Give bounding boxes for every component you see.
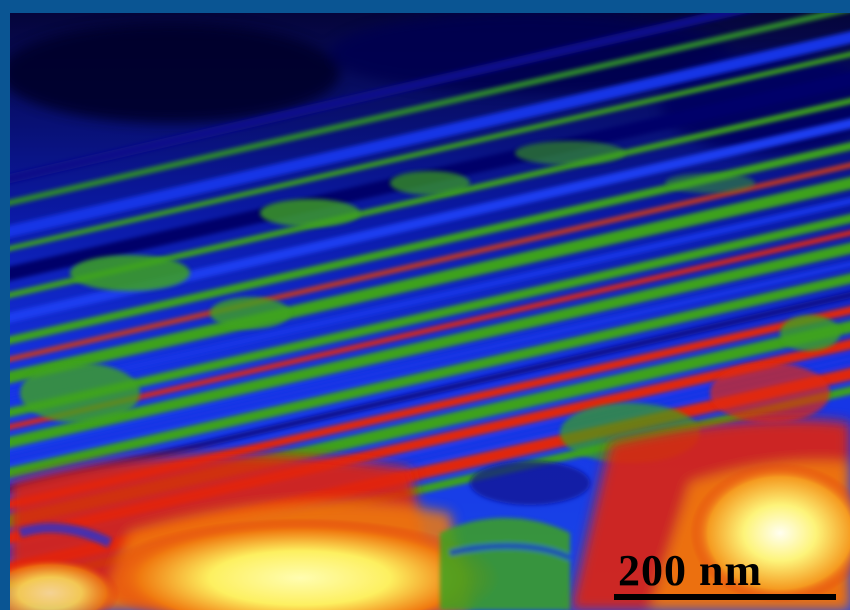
micrograph-image bbox=[10, 13, 850, 610]
scale-bar-line bbox=[614, 594, 836, 600]
scale-bar-label: 200 nm bbox=[618, 546, 763, 595]
scale-bar-group: 200 nm bbox=[610, 546, 850, 600]
micrograph-svg bbox=[10, 13, 850, 610]
